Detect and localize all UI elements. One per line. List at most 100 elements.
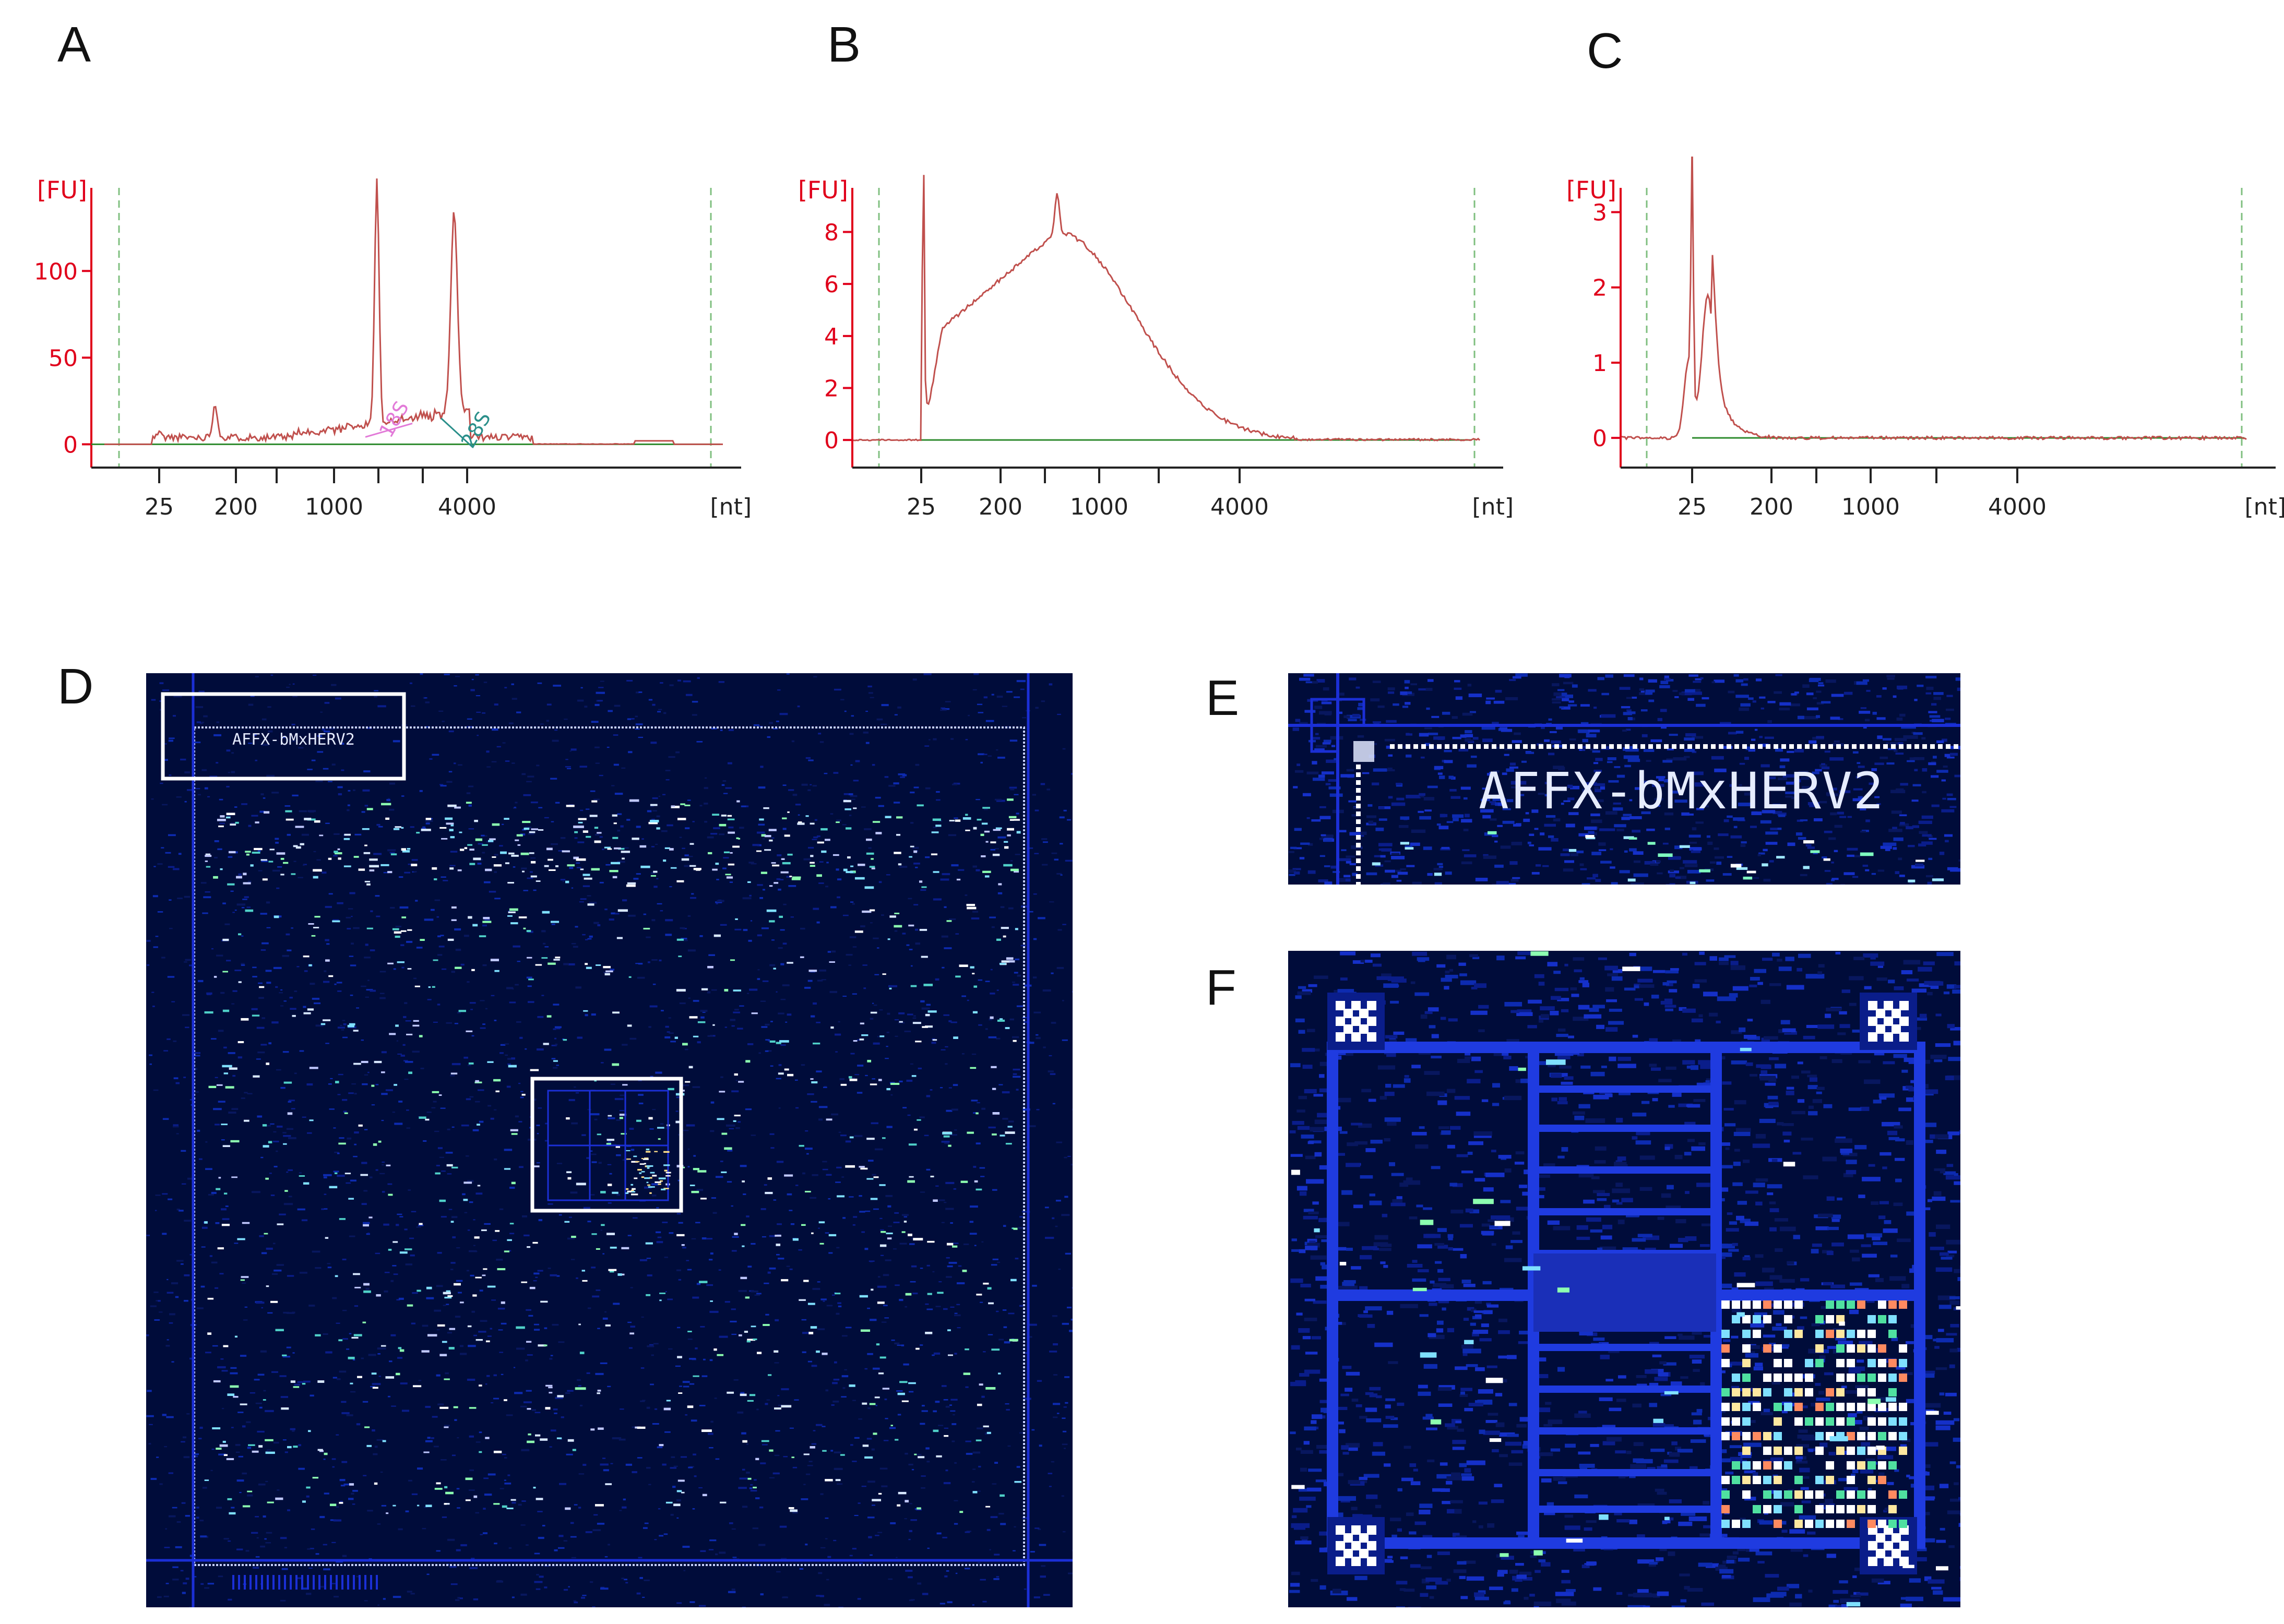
spot (166, 1038, 171, 1040)
spot (979, 1167, 985, 1169)
spot (424, 697, 427, 699)
spot (467, 1180, 474, 1183)
spot (1817, 684, 1825, 687)
spot (996, 749, 998, 751)
spot (1899, 823, 1909, 827)
spot (416, 947, 423, 949)
spot (961, 1053, 965, 1055)
spot (616, 937, 623, 939)
spot (1378, 818, 1387, 821)
x-tick-label: 4000 (1210, 494, 1269, 520)
spot (570, 1259, 575, 1260)
spot (1816, 736, 1824, 739)
spot (1438, 826, 1449, 830)
spot (678, 956, 682, 958)
spot (336, 1434, 339, 1436)
border-dot (1656, 744, 1661, 749)
spot (682, 1247, 686, 1249)
spot (1843, 872, 1855, 875)
spot (866, 838, 872, 841)
spot (606, 1139, 615, 1141)
spot (299, 810, 307, 813)
spot (474, 1236, 480, 1239)
spot (222, 938, 229, 941)
spot (180, 758, 186, 761)
spot (520, 1405, 527, 1407)
spot (715, 863, 719, 865)
spot (693, 1035, 699, 1037)
spot (757, 934, 763, 937)
spot (789, 875, 792, 877)
spot (255, 1402, 262, 1404)
spot (397, 1357, 403, 1359)
spot (266, 774, 275, 777)
spot (281, 1407, 289, 1410)
spot (372, 1383, 381, 1386)
spot (533, 1486, 536, 1489)
spot (795, 1079, 798, 1081)
spot (1662, 760, 1673, 763)
spot (404, 1079, 409, 1080)
spot (343, 1110, 347, 1113)
spot (1955, 677, 1960, 681)
spot (1007, 1126, 1013, 1128)
spot (578, 1323, 581, 1326)
spot (619, 1114, 626, 1116)
spot (942, 966, 945, 969)
spot (791, 740, 795, 743)
border-dot (1445, 744, 1449, 749)
spot (275, 838, 279, 840)
spot (315, 1334, 321, 1336)
spot (854, 930, 863, 933)
spot (526, 1390, 532, 1392)
spot (1311, 1420, 1317, 1424)
spot (230, 1385, 239, 1388)
spot (846, 871, 853, 874)
spot (676, 989, 686, 992)
spot (621, 1133, 627, 1135)
spot (424, 918, 434, 921)
spot (747, 1400, 754, 1402)
spot (1437, 863, 1443, 866)
spot (348, 744, 351, 745)
spot (1798, 771, 1809, 773)
spot (377, 705, 386, 708)
spot (1464, 1407, 1473, 1412)
spot (351, 942, 354, 945)
spot (836, 821, 840, 823)
spot (1544, 1174, 1551, 1178)
spot (1932, 719, 1944, 723)
spot (1062, 1322, 1069, 1325)
spot (683, 1084, 689, 1086)
spot (1619, 1090, 1631, 1095)
spot (604, 1311, 606, 1313)
spot (426, 1573, 430, 1575)
spot (409, 682, 412, 684)
spot (479, 1120, 484, 1123)
spot (386, 799, 390, 802)
spot (655, 1408, 658, 1410)
spot (528, 978, 534, 981)
spot (622, 1044, 628, 1046)
spot (1757, 854, 1761, 856)
spot (573, 825, 584, 828)
spot (1616, 829, 1624, 832)
spot (758, 823, 765, 826)
spot (945, 1046, 948, 1048)
spot (689, 1185, 695, 1187)
spot (847, 856, 851, 859)
spot (782, 984, 790, 986)
spot (571, 1122, 578, 1125)
spot (955, 819, 961, 822)
spot (867, 1059, 872, 1062)
spot (1452, 716, 1458, 719)
spot (364, 1426, 370, 1428)
spot (990, 993, 995, 995)
spot (256, 1026, 265, 1029)
spot (722, 780, 727, 782)
spot (349, 1483, 354, 1486)
y-tick-label: 0 (1592, 425, 1607, 452)
spot (469, 849, 474, 851)
spot (811, 1101, 817, 1103)
spot (399, 906, 409, 909)
